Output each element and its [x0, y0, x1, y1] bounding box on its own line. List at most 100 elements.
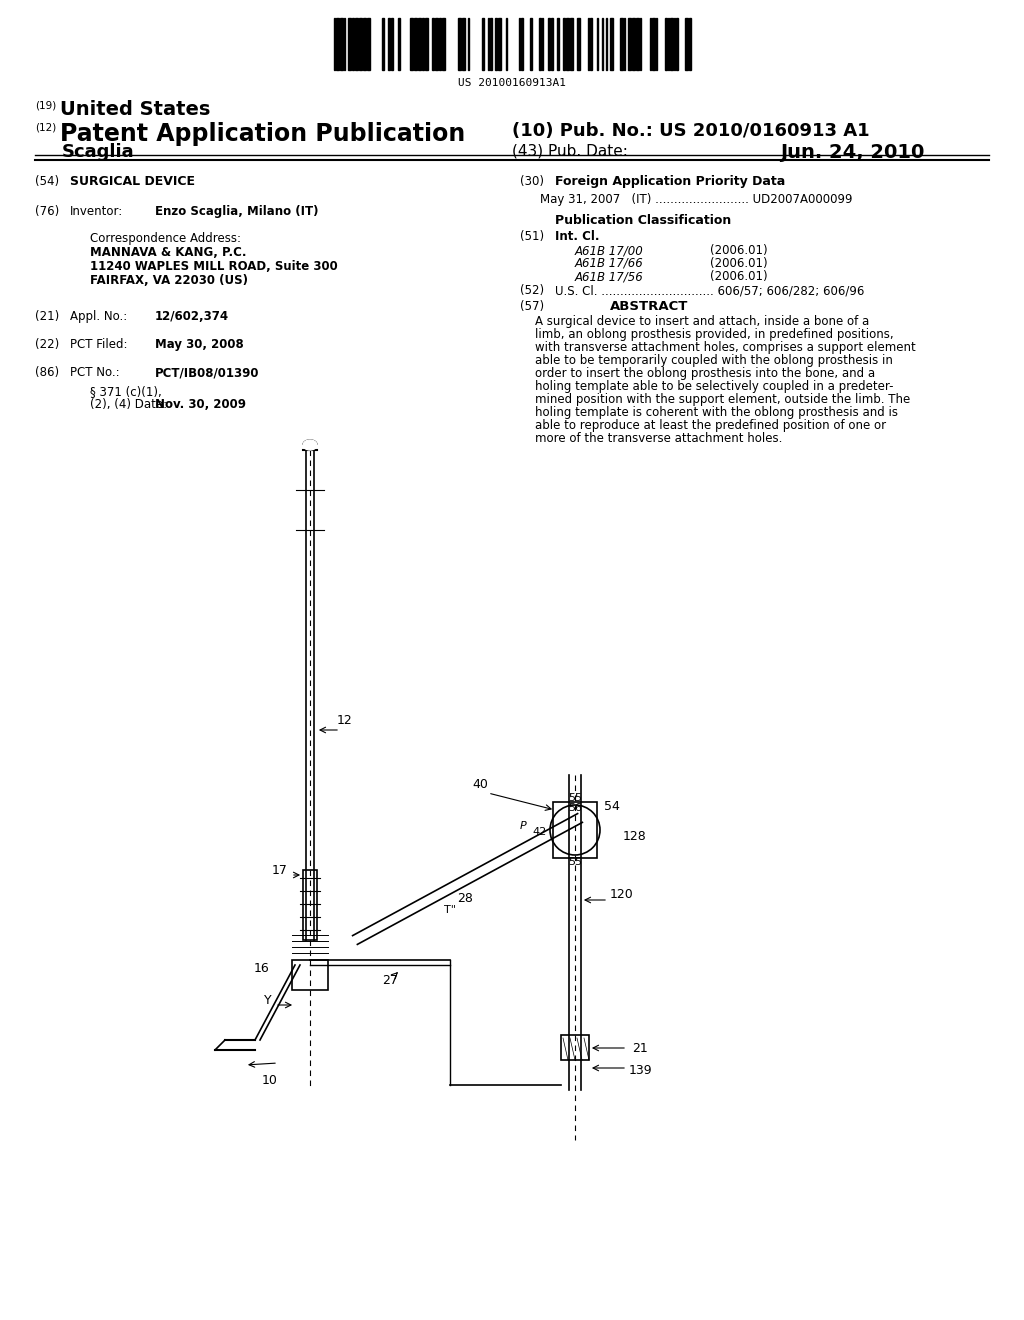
Bar — [557, 18, 559, 70]
Bar — [367, 18, 370, 70]
Bar — [391, 18, 393, 70]
Text: Y: Y — [264, 994, 271, 1006]
Bar — [498, 18, 501, 70]
Bar — [352, 18, 354, 70]
Bar — [570, 18, 573, 70]
Bar — [359, 18, 362, 70]
Ellipse shape — [303, 440, 317, 450]
Text: May 30, 2008: May 30, 2008 — [155, 338, 244, 351]
Bar — [348, 18, 351, 70]
Text: holing template is coherent with the oblong prosthesis and is: holing template is coherent with the obl… — [535, 407, 898, 418]
Text: US 20100160913A1: US 20100160913A1 — [458, 78, 566, 88]
Bar — [636, 18, 639, 70]
Text: (54): (54) — [35, 176, 59, 187]
Text: ABSTRACT: ABSTRACT — [610, 300, 688, 313]
Text: Jun. 24, 2010: Jun. 24, 2010 — [780, 143, 925, 162]
Text: (2006.01): (2006.01) — [710, 271, 768, 282]
Text: holing template able to be selectively coupled in a predeter-: holing template able to be selectively c… — [535, 380, 894, 393]
Bar — [439, 18, 441, 70]
Text: 40: 40 — [472, 779, 488, 792]
Text: 55: 55 — [568, 857, 582, 867]
Text: A surgical device to insert and attach, inside a bone of a: A surgical device to insert and attach, … — [535, 315, 869, 327]
Text: Nov. 30, 2009: Nov. 30, 2009 — [155, 399, 246, 411]
Bar — [398, 18, 400, 70]
Bar — [628, 18, 631, 70]
Text: A61B 17/00: A61B 17/00 — [575, 244, 644, 257]
Text: Int. Cl.: Int. Cl. — [555, 230, 599, 243]
Text: 139: 139 — [628, 1064, 652, 1077]
Text: Correspondence Address:: Correspondence Address: — [90, 232, 241, 246]
Text: able to reproduce at least the predefined position of one or: able to reproduce at least the predefine… — [535, 418, 886, 432]
Text: (19): (19) — [35, 100, 56, 110]
Text: 27: 27 — [382, 974, 398, 986]
Text: limb, an oblong prosthesis provided, in predefined positions,: limb, an oblong prosthesis provided, in … — [535, 327, 894, 341]
Bar — [336, 18, 339, 70]
Text: FAIRFAX, VA 22030 (US): FAIRFAX, VA 22030 (US) — [90, 275, 248, 286]
Bar — [689, 18, 691, 70]
Text: able to be temporarily coupled with the oblong prosthesis in: able to be temporarily coupled with the … — [535, 354, 893, 367]
Text: PCT/IB08/01390: PCT/IB08/01390 — [155, 366, 259, 379]
Bar — [490, 18, 492, 70]
Bar — [414, 18, 417, 70]
Text: Scaglia: Scaglia — [62, 143, 134, 161]
Text: Appl. No.:: Appl. No.: — [70, 310, 127, 323]
Bar — [292, 960, 328, 990]
Text: 42: 42 — [532, 828, 547, 837]
Bar — [563, 18, 565, 70]
Text: A61B 17/56: A61B 17/56 — [575, 271, 644, 282]
Bar — [632, 18, 635, 70]
Text: order to insert the oblong prosthesis into the bone, and a: order to insert the oblong prosthesis in… — [535, 367, 876, 380]
Bar — [610, 18, 613, 70]
Bar — [303, 870, 317, 940]
Text: SURGICAL DEVICE: SURGICAL DEVICE — [70, 176, 195, 187]
Text: 128: 128 — [624, 829, 647, 842]
Text: 56: 56 — [568, 803, 582, 813]
Text: 17: 17 — [272, 863, 288, 876]
Text: (76): (76) — [35, 205, 59, 218]
Text: P: P — [519, 821, 526, 832]
Text: (2), (4) Date:: (2), (4) Date: — [90, 399, 167, 411]
Text: Enzo Scaglia, Milano (IT): Enzo Scaglia, Milano (IT) — [155, 205, 318, 218]
Text: (22): (22) — [35, 338, 59, 351]
Bar — [530, 18, 532, 70]
Bar — [462, 18, 465, 70]
Text: with transverse attachment holes, comprises a support element: with transverse attachment holes, compri… — [535, 341, 915, 354]
Text: T": T" — [444, 906, 456, 915]
Text: 120: 120 — [610, 888, 634, 902]
Bar — [495, 18, 497, 70]
Bar — [553, 803, 597, 858]
Text: mined position with the support element, outside the limb. The: mined position with the support element,… — [535, 393, 910, 407]
Bar — [670, 18, 673, 70]
Bar — [422, 18, 424, 70]
Text: more of the transverse attachment holes.: more of the transverse attachment holes. — [535, 432, 782, 445]
Text: 54: 54 — [604, 800, 620, 813]
Bar — [577, 18, 580, 70]
Text: (86): (86) — [35, 366, 59, 379]
Text: (30): (30) — [520, 176, 544, 187]
Text: 16: 16 — [254, 961, 270, 974]
Bar — [521, 18, 523, 70]
Text: Publication Classification: Publication Classification — [555, 214, 731, 227]
Bar — [435, 18, 438, 70]
Bar — [482, 18, 484, 70]
Bar — [652, 18, 655, 70]
Bar — [539, 18, 541, 70]
Bar — [685, 18, 688, 70]
Text: (2006.01): (2006.01) — [710, 257, 768, 271]
Bar — [410, 18, 413, 70]
Text: United States: United States — [60, 100, 210, 119]
Text: (43) Pub. Date:: (43) Pub. Date: — [512, 143, 628, 158]
Text: 28: 28 — [457, 891, 473, 904]
Text: (21): (21) — [35, 310, 59, 323]
Bar — [590, 18, 592, 70]
Bar — [561, 1035, 589, 1060]
Bar — [665, 18, 667, 70]
Text: 21: 21 — [632, 1041, 648, 1055]
Bar — [548, 18, 550, 70]
Text: (10) Pub. No.: US 2010/0160913 A1: (10) Pub. No.: US 2010/0160913 A1 — [512, 121, 869, 140]
Bar — [442, 18, 445, 70]
Bar — [432, 18, 434, 70]
Bar — [418, 18, 421, 70]
Text: (2006.01): (2006.01) — [710, 244, 768, 257]
Bar — [458, 18, 461, 70]
